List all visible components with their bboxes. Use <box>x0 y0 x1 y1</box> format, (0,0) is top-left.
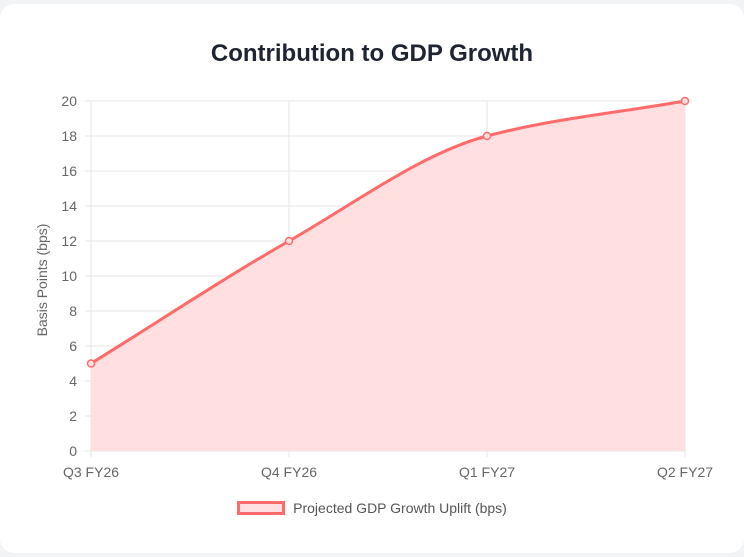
data-point[interactable] <box>284 236 294 246</box>
y-tick-label: 12 <box>61 233 77 249</box>
y-tick-label: 0 <box>69 443 77 459</box>
y-tick-label: 6 <box>69 338 77 354</box>
data-point[interactable] <box>482 131 492 141</box>
x-tick-label: Q2 FY27 <box>657 464 713 480</box>
y-axis-ticks: 0 2 4 6 8 10 12 14 16 18 20 <box>61 93 77 459</box>
y-tick-label: 18 <box>61 128 77 144</box>
legend-label: Projected GDP Growth Uplift (bps) <box>293 500 507 516</box>
y-tick-label: 20 <box>61 93 77 109</box>
series-area <box>91 101 685 451</box>
x-tick-label: Q1 FY27 <box>459 464 515 480</box>
y-tick-label: 10 <box>61 268 77 284</box>
y-axis-title: Basis Points (bps) <box>34 224 50 337</box>
y-tick-label: 16 <box>61 163 77 179</box>
legend[interactable]: Projected GDP Growth Uplift (bps) <box>0 500 744 516</box>
legend-swatch <box>237 501 286 515</box>
y-tick-label: 8 <box>69 303 77 319</box>
chart-title: Contribution to GDP Growth <box>210 40 534 67</box>
x-axis-ticks: Q3 FY26 Q4 FY26 Q1 FY27 Q2 FY27 <box>63 464 713 480</box>
data-point[interactable] <box>86 359 96 368</box>
x-tick-label: Q3 FY26 <box>63 464 119 480</box>
chart-card: Contribution to GDP Growth 0 2 4 6 8 10 12 14 16… <box>0 4 744 553</box>
y-tick-label: 14 <box>61 198 77 214</box>
series-line <box>90 99 686 365</box>
x-tick-label: Q4 FY26 <box>261 464 317 480</box>
data-point[interactable] <box>680 96 690 106</box>
y-tick-label: 4 <box>69 373 77 389</box>
data-points <box>86 96 690 368</box>
y-tick-label: 2 <box>69 408 77 424</box>
